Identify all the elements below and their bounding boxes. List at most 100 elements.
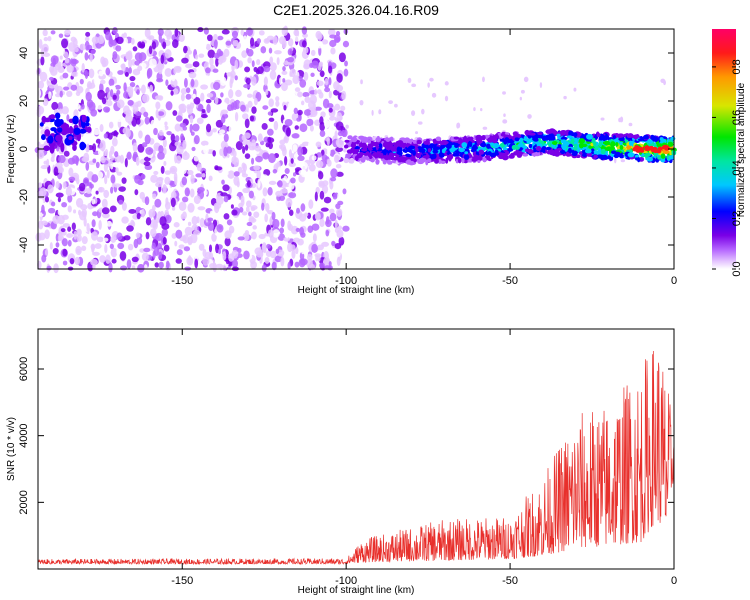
spectrogram-cell bbox=[328, 261, 332, 267]
spectrogram-cell bbox=[605, 147, 611, 152]
spectrogram-cell bbox=[121, 202, 127, 211]
spectrogram-cell bbox=[646, 156, 654, 162]
spectrogram-cell bbox=[220, 102, 228, 110]
spectrogram-cell bbox=[108, 78, 115, 87]
snr-series-line bbox=[38, 351, 674, 566]
spectrogram-cell bbox=[225, 257, 230, 265]
spectrogram-cell bbox=[249, 37, 255, 47]
spectrogram-cell bbox=[425, 154, 430, 159]
spectrogram-cell bbox=[99, 141, 106, 152]
spectrogram-cell bbox=[571, 152, 578, 156]
spectrogram-cell bbox=[245, 200, 252, 208]
spectrogram-cell bbox=[251, 106, 257, 114]
spectrogram-cell bbox=[65, 186, 73, 197]
spectrogram-cell bbox=[38, 39, 43, 49]
spectrogram-cell bbox=[134, 174, 142, 184]
spectrogram-cell bbox=[600, 149, 604, 154]
spectrogram-cell bbox=[51, 101, 59, 111]
spectrogram-cell bbox=[201, 173, 206, 178]
spectrogram-cell bbox=[110, 247, 118, 258]
spectrogram-cell bbox=[36, 88, 42, 98]
spectrogram-cell bbox=[603, 135, 610, 141]
spectrogram-cell bbox=[102, 237, 109, 242]
spectrogram-cell bbox=[240, 238, 248, 249]
spectrogram-cell bbox=[421, 108, 425, 115]
spectrogram-cell bbox=[144, 38, 153, 47]
y-tick-label: 4000 bbox=[18, 423, 30, 447]
spectrogram-cell bbox=[73, 127, 81, 135]
spectrogram-cell bbox=[216, 132, 225, 140]
spectrogram-cell bbox=[669, 150, 673, 156]
spectrogram-cell bbox=[44, 249, 49, 256]
spectrogram-cell bbox=[520, 89, 525, 94]
spectrogram-cell bbox=[546, 142, 552, 146]
spectrogram-cell bbox=[180, 93, 185, 102]
spectrogram-cell bbox=[216, 223, 224, 233]
spectrogram-cell bbox=[223, 213, 230, 220]
spectrogram-cell bbox=[334, 219, 338, 230]
spectrogram-cell bbox=[350, 142, 357, 149]
spectrogram-cell bbox=[138, 130, 143, 139]
spectrogram-cell bbox=[149, 58, 157, 69]
spectrogram-cell bbox=[67, 194, 73, 203]
spectrogram-cell bbox=[342, 188, 347, 195]
spectrogram-cell bbox=[124, 71, 129, 77]
spectrogram-cell bbox=[145, 231, 150, 240]
spectrogram-cell bbox=[290, 177, 296, 184]
spectrogram-cell bbox=[519, 96, 523, 101]
spectrogram-cell bbox=[473, 107, 476, 112]
spectrogram-cell bbox=[310, 110, 318, 115]
spectrogram-cell bbox=[529, 132, 536, 136]
spectrogram-cell bbox=[487, 138, 494, 143]
spectrogram-cell bbox=[259, 73, 266, 78]
spectrogram-cell bbox=[372, 152, 377, 158]
spectrogram-cell bbox=[636, 146, 642, 151]
spectrogram-cell bbox=[44, 117, 51, 123]
spectrogram-cell bbox=[153, 127, 158, 136]
spectrogram-cell bbox=[310, 49, 316, 57]
spectrogram-cell bbox=[117, 70, 124, 75]
spectrogram-cell bbox=[55, 242, 60, 248]
spectrogram-cell bbox=[444, 95, 449, 102]
spectrogram-cell bbox=[172, 39, 179, 49]
spectrogram-cell bbox=[425, 159, 429, 166]
spectrogram-cell bbox=[239, 123, 244, 131]
spectrogram-cell bbox=[109, 89, 114, 98]
spectrogram-cell bbox=[86, 81, 93, 90]
spectrogram-cell bbox=[118, 186, 126, 192]
spectrogram-cell bbox=[263, 38, 270, 44]
spectrogram-cell bbox=[111, 258, 117, 264]
spectrogram-x-axis-label: Height of straight line (km) bbox=[298, 285, 415, 296]
spectrogram-cell bbox=[254, 145, 262, 152]
spectrogram-cell bbox=[144, 196, 150, 206]
spectrogram-cell bbox=[335, 203, 341, 210]
spectrogram-cell bbox=[38, 172, 47, 179]
spectrogram-cell bbox=[127, 99, 134, 106]
spectrogram-cell bbox=[178, 33, 185, 42]
spectrogram-cell bbox=[427, 158, 432, 163]
spectrogram-cell bbox=[300, 203, 306, 212]
spectrogram-cell bbox=[502, 91, 506, 95]
spectrogram-cell bbox=[133, 238, 139, 249]
spectrogram-cell bbox=[72, 144, 77, 152]
spectrogram-cell bbox=[432, 153, 437, 159]
spectrogram-cell bbox=[306, 253, 313, 261]
spectrogram-cell bbox=[136, 89, 140, 95]
spectrogram-cell bbox=[448, 153, 454, 160]
x-tick-label: -150 bbox=[171, 275, 193, 287]
spectrogram-cell bbox=[398, 151, 403, 156]
spectrogram-cell bbox=[316, 152, 323, 158]
spectrogram-cell bbox=[383, 149, 387, 156]
spectrogram-cell bbox=[256, 38, 262, 44]
colorbar: 0.0 0.2 0.4 0.6 0.8 Normalized spectral ampl… bbox=[712, 29, 747, 277]
spectrogram-cell bbox=[336, 171, 344, 177]
spectrogram-cell bbox=[188, 71, 197, 79]
spectrogram-cell bbox=[162, 138, 167, 148]
spectrogram-cell bbox=[462, 137, 470, 143]
spectrogram-cell bbox=[257, 133, 263, 143]
spectrogram-cell bbox=[628, 122, 633, 127]
spectrogram-cell bbox=[286, 56, 295, 63]
spectrogram-cell bbox=[370, 142, 375, 147]
spectrogram-cell bbox=[648, 145, 654, 150]
spectrogram-cell bbox=[494, 149, 499, 155]
